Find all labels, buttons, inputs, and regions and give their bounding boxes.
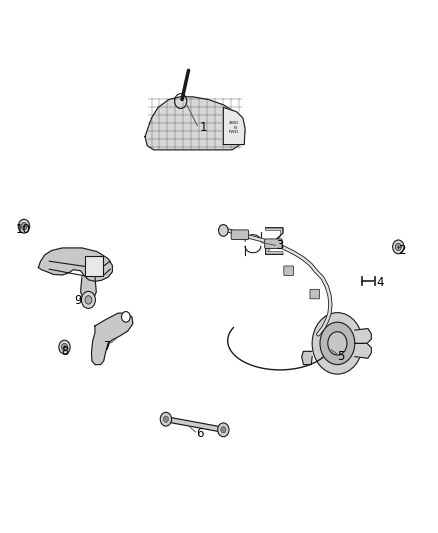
Polygon shape: [223, 108, 245, 144]
Circle shape: [218, 423, 229, 437]
Circle shape: [21, 222, 27, 230]
Text: 1: 1: [200, 121, 208, 134]
Circle shape: [328, 332, 347, 355]
Circle shape: [392, 240, 404, 254]
Text: 9: 9: [74, 294, 81, 308]
Polygon shape: [39, 248, 113, 281]
Text: 7: 7: [104, 340, 112, 352]
Circle shape: [59, 340, 70, 354]
FancyBboxPatch shape: [284, 266, 293, 276]
Circle shape: [219, 224, 228, 236]
Circle shape: [320, 322, 355, 365]
FancyBboxPatch shape: [265, 239, 282, 248]
Text: 4: 4: [376, 276, 384, 289]
FancyBboxPatch shape: [85, 256, 103, 276]
Circle shape: [163, 416, 169, 422]
Text: 2: 2: [398, 244, 406, 257]
Polygon shape: [92, 313, 133, 365]
Polygon shape: [265, 228, 283, 254]
Circle shape: [121, 312, 130, 322]
Text: 3: 3: [276, 239, 284, 252]
Polygon shape: [145, 97, 245, 150]
Circle shape: [160, 413, 172, 426]
Polygon shape: [81, 277, 96, 301]
Circle shape: [395, 243, 401, 251]
Polygon shape: [355, 343, 371, 358]
FancyBboxPatch shape: [310, 289, 320, 299]
Text: 5: 5: [337, 350, 345, 363]
Polygon shape: [302, 351, 312, 365]
Text: 4WD
  N
FWD: 4WD N FWD: [229, 120, 239, 134]
Text: 8: 8: [61, 345, 68, 358]
Polygon shape: [355, 328, 371, 343]
Circle shape: [61, 343, 67, 351]
Circle shape: [312, 313, 363, 374]
Text: 6: 6: [196, 427, 203, 440]
FancyBboxPatch shape: [231, 230, 249, 239]
Circle shape: [85, 296, 92, 304]
Circle shape: [221, 426, 226, 433]
Circle shape: [81, 292, 95, 309]
Circle shape: [18, 219, 30, 233]
Text: 10: 10: [16, 223, 31, 236]
